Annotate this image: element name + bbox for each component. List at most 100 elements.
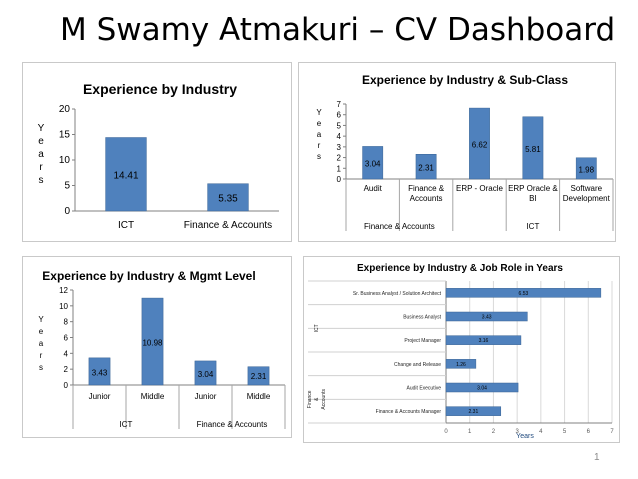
y-tick-label: 20 [59, 104, 71, 115]
chart-job-role: Experience by Industry & Job Role in Yea… [307, 263, 614, 440]
data-label: 3.16 [479, 338, 489, 344]
category-label: Business Analyst [403, 315, 441, 321]
group-label: ICT [120, 420, 133, 429]
group-label-line: & [314, 397, 320, 401]
y-axis-label-letter: r [39, 162, 43, 173]
y-tick-label: 1 [337, 164, 342, 173]
category-label: Accounts [410, 194, 443, 203]
y-tick-label: 15 [59, 130, 71, 141]
y-tick-label: 2 [64, 365, 69, 374]
data-label: 3.43 [92, 368, 108, 377]
slide-title: M Swamy Atmakuri – CV Dashboard [60, 12, 616, 48]
bar [445, 406, 502, 416]
y-tick-label: 4 [337, 132, 342, 141]
y-axis-label-letter: a [317, 130, 322, 139]
y-tick-label: 0 [64, 206, 70, 217]
y-tick-label: 5 [64, 181, 70, 192]
data-label: 5.35 [218, 193, 238, 204]
y-tick-label: 3 [337, 143, 342, 152]
group-label: Finance & Accounts [364, 222, 435, 231]
chart-title: Experience by Industry & Mgmt Level [42, 269, 255, 283]
category-label: Sr. Business Analyst / Solution Architec… [353, 291, 442, 297]
x-tick-label: 5 [563, 429, 567, 435]
group-label-line: ICT [314, 324, 320, 332]
category-label: Audit Executive [407, 386, 442, 392]
category-label: Change and Release [394, 362, 441, 368]
y-axis-label-letter: e [317, 119, 322, 128]
category-label: ERP - Oracle [456, 184, 504, 193]
y-axis-label-letter: a [38, 149, 44, 160]
bar [362, 146, 384, 180]
bar [88, 357, 111, 386]
data-label: 1.98 [579, 165, 595, 174]
y-tick-label: 5 [337, 121, 342, 130]
group-label-line: Finance [307, 390, 313, 408]
bar [445, 359, 477, 369]
bar [575, 157, 597, 180]
data-label: 3.04 [477, 386, 487, 392]
x-tick-label: 6 [587, 429, 591, 435]
bar [445, 311, 528, 322]
y-axis-label-letter: Y [316, 108, 322, 117]
category-label: Finance & Accounts Manager [376, 409, 442, 415]
y-tick-label: 2 [337, 154, 342, 163]
chart-subclass: Experience by Industry & Sub-Class Years 0… [316, 73, 614, 231]
y-axis-label-letter: e [38, 136, 44, 147]
category-label: Development [563, 194, 611, 203]
y-axis-label-letter: r [318, 141, 321, 150]
data-label: 10.98 [142, 339, 163, 348]
bar [141, 297, 164, 386]
y-tick-label: 12 [59, 286, 68, 295]
data-label: 1.26 [456, 362, 466, 368]
category-label: Middle [141, 392, 165, 401]
category-label: ERP Oracle & [508, 184, 558, 193]
data-label: 5.81 [525, 145, 541, 154]
y-tick-label: 6 [337, 111, 342, 120]
group-label: ICT [314, 324, 320, 332]
category-label: Finance & [408, 184, 445, 193]
bar [445, 335, 522, 345]
data-label: 14.41 [113, 170, 138, 181]
chart-title: Experience by Industry [83, 81, 237, 97]
category-label: ICT [118, 220, 134, 231]
bar [207, 183, 249, 212]
x-axis-label: Years [516, 433, 534, 440]
y-axis-label-letter: s [317, 152, 321, 161]
y-axis-label-letter: s [39, 363, 43, 372]
x-tick-label: 1 [468, 429, 472, 435]
bar [522, 116, 544, 180]
page-number: 1 [594, 452, 600, 463]
category-label: Finance & Accounts [184, 220, 272, 231]
group-label: Finance & Accounts [197, 420, 268, 429]
group-label: ICT [526, 222, 539, 231]
y-axis-label-letter: Y [38, 123, 45, 134]
y-axis-label-letter: r [40, 351, 43, 360]
category-label: Junior [89, 392, 111, 401]
bar [445, 288, 602, 298]
y-tick-label: 6 [64, 334, 69, 343]
category-label: Software [571, 184, 603, 193]
y-tick-label: 10 [59, 155, 71, 166]
y-axis-label-letter: e [39, 327, 44, 336]
bar [445, 382, 519, 393]
y-axis-label-letter: a [39, 339, 44, 348]
data-label: 2.31 [251, 372, 267, 381]
data-label: 2.31 [469, 409, 479, 415]
group-label-line: Accounts [321, 389, 327, 410]
chart-mgmt-level: Experience by Industry & Mgmt Level Years… [38, 269, 286, 429]
y-axis-label-letter: Y [38, 315, 44, 324]
x-tick-label: 7 [610, 429, 614, 435]
x-tick-label: 0 [444, 429, 448, 435]
y-tick-label: 0 [64, 381, 69, 390]
category-label: Audit [364, 184, 383, 193]
y-axis-label-letter: s [39, 175, 44, 186]
category-label: BI [529, 194, 537, 203]
y-tick-label: 0 [337, 175, 342, 184]
data-label: 6.53 [519, 291, 529, 297]
bar [194, 360, 217, 386]
data-label: 2.31 [418, 164, 434, 173]
category-label: Junior [195, 392, 217, 401]
